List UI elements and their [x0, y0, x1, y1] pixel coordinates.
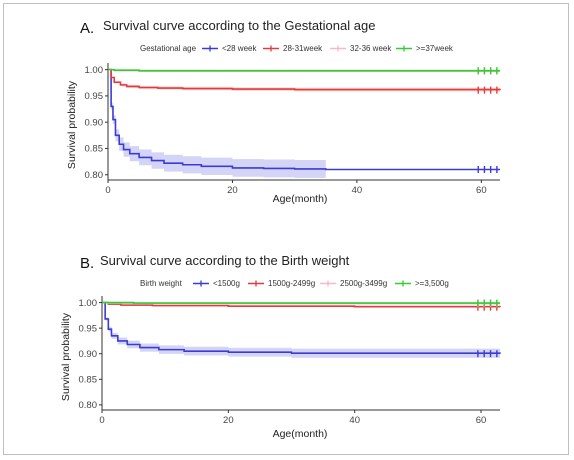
legend-label: 28-31week: [283, 44, 323, 53]
chart-title: Survival curve according to the Gestatio…: [103, 18, 375, 33]
x-tick-label: 20: [227, 185, 238, 196]
x-tick-label: 40: [352, 185, 363, 196]
legend-item-lt1500: <1500g: [193, 279, 240, 288]
panel-b: B. Survival curve according to the Birth…: [60, 253, 501, 440]
legend-item-gte37: >=37week: [396, 44, 454, 53]
x-tick-label: 60: [476, 185, 487, 196]
legend-label: 1500g-2499g: [268, 279, 315, 288]
legend-item-lt28: <28 week: [202, 44, 257, 53]
x-tick-label: 0: [99, 415, 104, 426]
x-tick-label: 40: [349, 415, 360, 426]
plot-area: 0.80 0.85 0.90 0.95 1.00 0 20 40 60: [79, 296, 501, 426]
y-tick-label: 0.90: [85, 117, 104, 128]
legend-label: 2500g-3499g: [340, 279, 387, 288]
x-tick-label: 60: [476, 415, 487, 426]
legend-label: 32-36 week: [350, 44, 392, 53]
x-axis-label: Age(month): [273, 193, 328, 205]
y-tick-label: 0.90: [79, 349, 98, 360]
ci-band-0: [108, 68, 326, 179]
series-line-0: [108, 68, 500, 171]
legend-item-28-31: 28-31week: [263, 44, 323, 53]
figure-frame: [3, 3, 569, 455]
y-axis-label: Survival probability: [60, 312, 72, 401]
y-tick-label: 0.95: [85, 91, 104, 102]
series-line-3: [102, 301, 500, 304]
x-axis-label: Age(month): [273, 428, 328, 440]
y-tick-label: 0.80: [85, 170, 104, 181]
panel-letter: A.: [80, 20, 94, 37]
legend-item-gte3500: >=3,500g: [395, 279, 449, 288]
y-tick-label: 0.95: [79, 323, 98, 334]
series-line-0: [102, 301, 501, 355]
panel-letter: B.: [80, 255, 94, 272]
legend-item-2500-3499: 2500g-3499g: [320, 279, 387, 288]
y-tick-label: 1.00: [85, 65, 104, 76]
y-tick-label: 0.80: [79, 400, 98, 411]
plot-area: 0.80 0.85 0.90 0.95 1.00 0 20 40 60: [85, 63, 501, 196]
legend-title: Gestational age: [140, 44, 197, 53]
series-line-1: [108, 68, 501, 91]
series-line-3: [108, 68, 500, 72]
chart-title: Survival curve according to the Birth we…: [100, 253, 350, 268]
y-tick-label: 0.85: [85, 144, 104, 155]
legend-label: >=3,500g: [415, 279, 449, 288]
legend-item-32-36: 32-36 week: [330, 44, 392, 53]
legend-label: >=37week: [416, 44, 454, 53]
legend-title: Birth weight: [140, 279, 183, 288]
series-line-1: [102, 301, 501, 308]
x-tick-label: 20: [223, 415, 234, 426]
legend-label: <28 week: [222, 44, 257, 53]
legend-label: <1500g: [213, 279, 240, 288]
panel-a: A. Survival curve according to the Gesta…: [66, 18, 501, 205]
x-tick-label: 0: [105, 185, 110, 196]
y-axis-label: Survival probability: [66, 80, 78, 169]
legend-item-1500-2499: 1500g-2499g: [248, 279, 315, 288]
y-tick-label: 1.00: [79, 298, 98, 309]
y-tick-label: 0.85: [79, 375, 98, 386]
